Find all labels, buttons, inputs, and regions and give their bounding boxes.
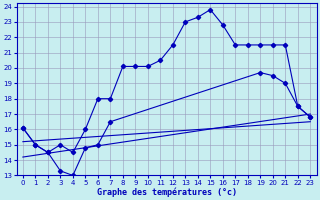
X-axis label: Graphe des températures (°c): Graphe des températures (°c) — [97, 187, 236, 197]
